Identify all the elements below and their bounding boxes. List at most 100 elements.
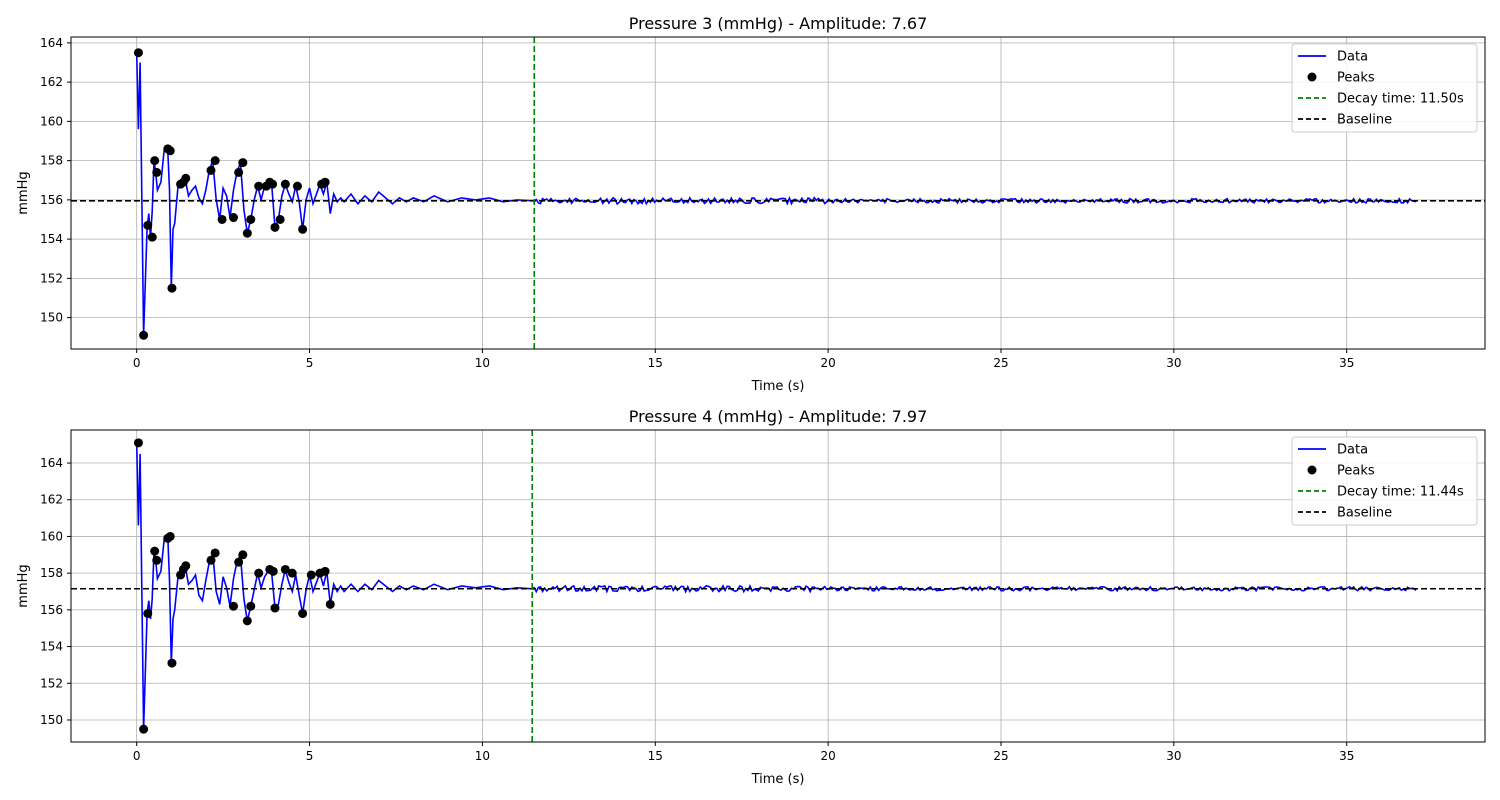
y-tick-label: 158 bbox=[40, 566, 63, 580]
legend-label: Data bbox=[1337, 443, 1368, 458]
legend-label: Peaks bbox=[1337, 464, 1375, 479]
peak-point bbox=[238, 158, 248, 168]
peak-point bbox=[298, 609, 308, 619]
y-tick-label: 150 bbox=[40, 713, 63, 727]
peak-point bbox=[275, 214, 285, 224]
peak-point bbox=[306, 570, 316, 580]
x-tick-label: 25 bbox=[993, 356, 1008, 370]
chart-pressure-3: 0 5 10 15 20 25 30 35 150 152 154 156 158 160 162 164 Pr… bbox=[16, 14, 1486, 394]
legend-label: Decay time: 11.50s bbox=[1337, 92, 1464, 107]
series-line-data bbox=[135, 52, 1417, 336]
x-tick-label: 30 bbox=[1166, 749, 1181, 763]
peak-point bbox=[139, 724, 149, 734]
peak-point bbox=[152, 167, 162, 177]
y-axis-label: mmHg bbox=[16, 564, 31, 607]
legend-box bbox=[1291, 43, 1478, 133]
peak-point bbox=[206, 555, 216, 565]
peak-point bbox=[242, 616, 252, 626]
x-tick-label: 20 bbox=[820, 749, 835, 763]
peak-point bbox=[254, 568, 264, 578]
y-tick-label: 160 bbox=[40, 529, 63, 543]
legend-item: Peaks bbox=[1307, 71, 1375, 86]
y-tick-label: 152 bbox=[40, 271, 63, 285]
axes-frame bbox=[70, 429, 1486, 743]
peak-point bbox=[254, 181, 264, 191]
series-line-data bbox=[135, 442, 1417, 730]
x-tick-label: 25 bbox=[993, 749, 1008, 763]
y-tick-label: 154 bbox=[40, 232, 63, 246]
y-tick-label: 156 bbox=[40, 193, 63, 207]
x-tick-label: 30 bbox=[1166, 356, 1181, 370]
y-tick-label: 154 bbox=[40, 640, 63, 654]
peak-point bbox=[292, 181, 302, 191]
legend-item: Data bbox=[1298, 443, 1368, 458]
peak-point bbox=[287, 568, 297, 578]
plot-area bbox=[71, 430, 1485, 742]
peak-point bbox=[167, 658, 177, 668]
peak-point bbox=[234, 557, 244, 567]
peak-point bbox=[228, 601, 238, 611]
peak-point bbox=[206, 165, 216, 175]
peak-point bbox=[210, 156, 220, 166]
plot-area bbox=[71, 37, 1485, 349]
legend: Data Peaks Decay time: 11.50s Baseline bbox=[1291, 43, 1478, 133]
chart-pressure-4: 0 5 10 15 20 25 30 35 150 152 154 156 158 160 162 164 Pr… bbox=[16, 407, 1486, 787]
y-tick-label: 152 bbox=[40, 676, 63, 690]
x-tick-label: 15 bbox=[648, 356, 663, 370]
x-tick-label: 15 bbox=[648, 749, 663, 763]
legend-item: Data bbox=[1298, 50, 1368, 65]
y-tick-label: 164 bbox=[40, 36, 63, 50]
x-axis-label: Time (s) bbox=[751, 772, 805, 787]
peak-point bbox=[143, 609, 153, 619]
legend-item: Baseline bbox=[1298, 113, 1392, 128]
peak-point bbox=[152, 555, 162, 565]
peak-point bbox=[325, 599, 335, 609]
peak-point bbox=[165, 531, 175, 541]
peak-point bbox=[143, 220, 153, 230]
x-tick-label: 20 bbox=[820, 356, 835, 370]
x-tick-label: 5 bbox=[306, 749, 314, 763]
x-tick-label: 0 bbox=[133, 749, 141, 763]
peak-point bbox=[270, 603, 280, 613]
peak-point bbox=[181, 561, 191, 571]
peak-point bbox=[133, 438, 143, 448]
peak-point bbox=[234, 167, 244, 177]
y-tick-label: 156 bbox=[40, 603, 63, 617]
peak-point bbox=[150, 546, 160, 556]
legend-label: Baseline bbox=[1337, 506, 1392, 521]
legend-label: Peaks bbox=[1337, 71, 1375, 86]
peak-point bbox=[150, 156, 160, 166]
peak-point bbox=[298, 224, 308, 234]
y-tick-label: 158 bbox=[40, 154, 63, 168]
peak-point bbox=[246, 601, 256, 611]
peak-point bbox=[268, 566, 278, 576]
peak-point bbox=[133, 48, 143, 58]
peak-point bbox=[270, 222, 280, 232]
legend-item: Decay time: 11.50s bbox=[1298, 92, 1464, 107]
peak-point bbox=[280, 179, 290, 189]
y-tick-label: 162 bbox=[40, 493, 63, 507]
y-tick-label: 150 bbox=[40, 311, 63, 325]
chart-title: Pressure 3 (mmHg) - Amplitude: 7.67 bbox=[629, 14, 928, 33]
peak-point bbox=[246, 214, 256, 224]
peak-point bbox=[165, 146, 175, 156]
x-tick-label: 10 bbox=[475, 749, 490, 763]
legend-item: Baseline bbox=[1298, 506, 1392, 521]
x-axis-label: Time (s) bbox=[751, 379, 805, 394]
peak-point bbox=[217, 214, 227, 224]
x-tick-label: 35 bbox=[1339, 356, 1354, 370]
legend-label: Data bbox=[1337, 50, 1368, 65]
y-tick-label: 160 bbox=[40, 114, 63, 128]
x-tick-label: 35 bbox=[1339, 749, 1354, 763]
peak-point bbox=[238, 550, 248, 560]
legend-label: Baseline bbox=[1337, 113, 1392, 128]
legend-box bbox=[1291, 436, 1478, 526]
peak-point bbox=[139, 330, 149, 340]
y-axis-label: mmHg bbox=[16, 171, 31, 214]
x-tick-label: 5 bbox=[306, 356, 314, 370]
y-tick-label: 164 bbox=[40, 456, 63, 470]
legend-swatch-marker bbox=[1307, 465, 1317, 475]
peak-point bbox=[228, 213, 238, 223]
legend-item: Peaks bbox=[1307, 464, 1375, 479]
